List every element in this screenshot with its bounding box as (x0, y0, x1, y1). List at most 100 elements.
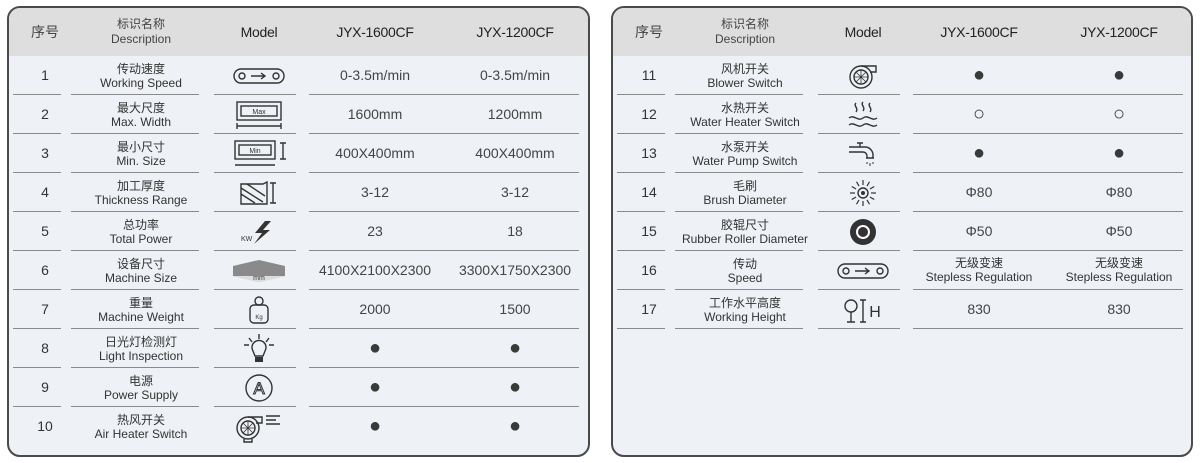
row-divider (818, 328, 900, 329)
value-text: Φ80 (1105, 184, 1133, 200)
header-label: Description (110, 32, 172, 46)
value-jyx-1200cf: ● (446, 407, 584, 446)
header-model-jyx-1200cf: JYX-1200CF (446, 8, 584, 56)
table-row: 10 热风开关 Air Heater Switch ● ● (9, 407, 588, 446)
row-model-icon: Kg (214, 290, 304, 329)
description-en: Working Height (704, 309, 786, 324)
value-text: Φ50 (965, 223, 993, 239)
brush-icon (848, 178, 878, 208)
value-jyx-1200cf: Φ50 (1050, 212, 1188, 251)
description-cn: 传动 (732, 256, 757, 271)
feature-dot: ● (972, 142, 986, 164)
feature-dot: ● (508, 337, 522, 359)
table-row: 1 传动速度 Working Speed 0-3.5m/min 0-3.5m/min (9, 56, 588, 95)
row-divider (675, 94, 803, 95)
row-number-text: 6 (41, 262, 49, 278)
svg-text:H: H (869, 304, 881, 321)
description-en: Machine Size (104, 270, 178, 285)
table-row: 16 传动 Speed 无级变速 Stepless Regulation 无级变速 Step… (613, 251, 1191, 290)
row-divider (309, 250, 579, 251)
header-label: Model (844, 23, 882, 40)
row-divider (913, 289, 1183, 290)
row-divider (71, 328, 199, 329)
row-divider (675, 172, 803, 173)
row-divider (309, 133, 579, 134)
header-label: Model (240, 23, 278, 40)
row-divider (309, 289, 579, 290)
row-number-text: 3 (41, 145, 49, 161)
table-row: 15 胶辊尺寸 Rubber Roller Diameter Φ50 Φ50 (613, 212, 1191, 251)
description-cn: 传动速度 (116, 61, 165, 76)
description-en: Working Speed (100, 75, 182, 90)
feature-dot: ● (508, 415, 522, 437)
row-divider (13, 250, 61, 251)
row-number: 8 (17, 329, 73, 368)
row-model-icon: Max (214, 95, 304, 134)
row-divider (13, 328, 61, 329)
value-jyx-1600cf: ● (913, 134, 1045, 173)
description-en: Machine Weight (98, 309, 184, 324)
value-en: Stepless Regulation (925, 270, 1033, 284)
row-divider (617, 94, 665, 95)
table-header: 序号 标识名称 Description Model JYX-1600CF JYX-1200… (9, 8, 588, 56)
row-divider (13, 94, 61, 95)
spec-table-left: 序号 标识名称 Description Model JYX-1600CF JYX-1200… (7, 6, 590, 457)
value-jyx-1200cf: ● (446, 368, 584, 407)
header-label: JYX-1600CF (940, 23, 1018, 40)
row-divider (214, 367, 296, 368)
row-divider (214, 211, 296, 212)
value-jyx-1200cf: 1200mm (446, 95, 584, 134)
value-text: 3-12 (360, 184, 390, 200)
description-en: Speed (727, 270, 763, 285)
value-jyx-1600cf: 400X400mm (309, 134, 441, 173)
feature-dot: ● (972, 64, 986, 86)
svg-text:A: A (253, 379, 265, 398)
row-divider (214, 172, 296, 173)
value-jyx-1600cf: 2000 (309, 290, 441, 329)
row-model-icon: mm (214, 251, 304, 290)
row-model-icon (818, 212, 908, 251)
description-cn: 加工厚度 (116, 178, 165, 193)
row-model-icon (818, 95, 908, 134)
description-en: Light Inspection (98, 348, 184, 363)
row-number-text: 15 (641, 223, 657, 239)
row-model-icon (214, 329, 304, 368)
row-divider (617, 289, 665, 290)
row-description: 传动速度 Working Speed (71, 56, 211, 95)
feature-dot: ● (1112, 64, 1126, 86)
value-text: 400X400mm (335, 145, 415, 161)
description-cn: 热风开关 (116, 412, 165, 427)
row-divider (818, 133, 900, 134)
header-model: Model (818, 8, 908, 56)
value-jyx-1200cf: 1500 (446, 290, 584, 329)
row-description: 水热开关 Water Heater Switch (675, 95, 815, 134)
row-divider (675, 328, 803, 329)
value-jyx-1200cf: ● (1050, 56, 1188, 95)
row-divider (214, 250, 296, 251)
row-number-text: 4 (41, 184, 49, 200)
row-number: 16 (621, 251, 677, 290)
value-jyx-1600cf: Φ80 (913, 173, 1045, 212)
value-jyx-1600cf: ● (309, 368, 441, 407)
feature-dot: ● (508, 376, 522, 398)
row-divider (818, 94, 900, 95)
row-number: 10 (17, 407, 73, 446)
header-label: 标识名称 (720, 17, 769, 31)
description-cn: 重量 (128, 295, 153, 310)
blower-icon (848, 62, 878, 90)
row-model-icon (818, 173, 908, 212)
description-en: Rubber Roller Diameter (681, 231, 809, 246)
row-model-icon: KW (214, 212, 304, 251)
row-divider (71, 94, 199, 95)
value-jyx-1200cf: ● (1050, 134, 1188, 173)
value-en: Stepless Regulation (1065, 270, 1173, 284)
row-description: 重量 Machine Weight (71, 290, 211, 329)
description-cn: 最小尺寸 (116, 139, 165, 154)
row-number: 2 (17, 95, 73, 134)
power-kw-icon: KW (239, 219, 279, 245)
row-number: 17 (621, 290, 677, 329)
feature-dot: ○ (972, 103, 986, 125)
row-description: 风机开关 Blower Switch (675, 56, 815, 95)
row-number-text: 2 (41, 106, 49, 122)
row-divider (309, 94, 579, 95)
